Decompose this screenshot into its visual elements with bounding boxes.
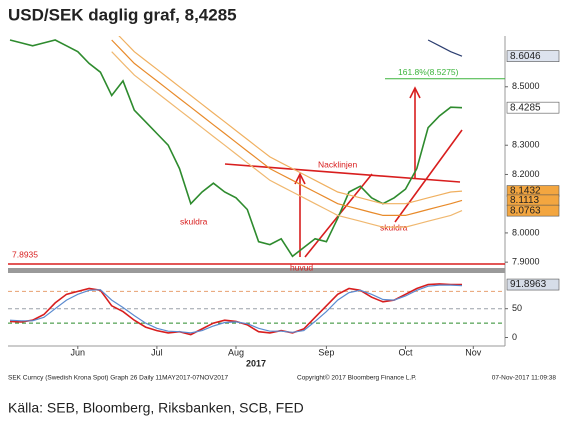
series-line <box>9 39 463 258</box>
value-box <box>506 101 560 114</box>
footer-center: Copyright© 2017 Bloomberg Finance L.P. <box>297 374 417 382</box>
annotation: skuldra <box>180 216 208 226</box>
support-label: 7.8935 <box>12 249 38 259</box>
neckline <box>224 163 461 183</box>
value-box <box>506 204 560 217</box>
arrow-head <box>409 86 421 99</box>
x-year-label: 2017 <box>246 358 266 368</box>
value-box <box>506 50 560 62</box>
x-tick-label: Aug <box>228 347 244 357</box>
page-title: USD/SEK daglig graf, 8,4285 <box>8 5 237 24</box>
panel-separator <box>8 268 505 273</box>
trend-line <box>394 129 463 223</box>
value-box <box>506 278 560 291</box>
y-tick-label: 8.2000 <box>512 169 540 179</box>
footer-left: SEK Curncy (Swedish Krona Spot) Graph 26… <box>8 375 229 382</box>
y-tick-label: 8.3000 <box>512 140 540 150</box>
series-line <box>427 39 463 57</box>
source: Källa: SEB, Bloomberg, Riksbanken, SCB, … <box>8 400 304 416</box>
value-label: 8.1113 <box>510 195 540 206</box>
annotation: Nacklinjen <box>318 159 357 169</box>
x-tick-label: Jul <box>151 347 163 357</box>
footer-right: 07-Nov-2017 11:09:38 <box>492 375 557 382</box>
y-tick-label: 7.9000 <box>512 257 540 267</box>
value-label: 8.1432 <box>510 186 541 197</box>
value-label: 8.4285 <box>510 102 541 113</box>
series-line <box>9 284 463 334</box>
y-tick-label: 8.5000 <box>512 81 540 91</box>
series-line <box>111 39 463 216</box>
x-tick-label: Jun <box>71 347 86 357</box>
series-line <box>118 36 463 205</box>
x-tick-label: Sep <box>318 347 334 357</box>
series-line <box>111 51 463 228</box>
value-label: 8.0763 <box>510 205 541 216</box>
value-label: 91.8963 <box>510 279 547 290</box>
x-tick-label: Oct <box>398 347 413 357</box>
y-tick-label: 8.0000 <box>512 227 540 237</box>
y-tick-label: 50 <box>512 303 522 313</box>
x-tick-label: Nov <box>465 347 482 357</box>
arrow-head <box>294 172 306 185</box>
y-tick-label: 0 <box>512 332 517 342</box>
fib-label: 161.8%(8.5275) <box>398 67 459 77</box>
value-label: 8.6046 <box>510 51 541 62</box>
annotation: huvud <box>290 262 313 272</box>
